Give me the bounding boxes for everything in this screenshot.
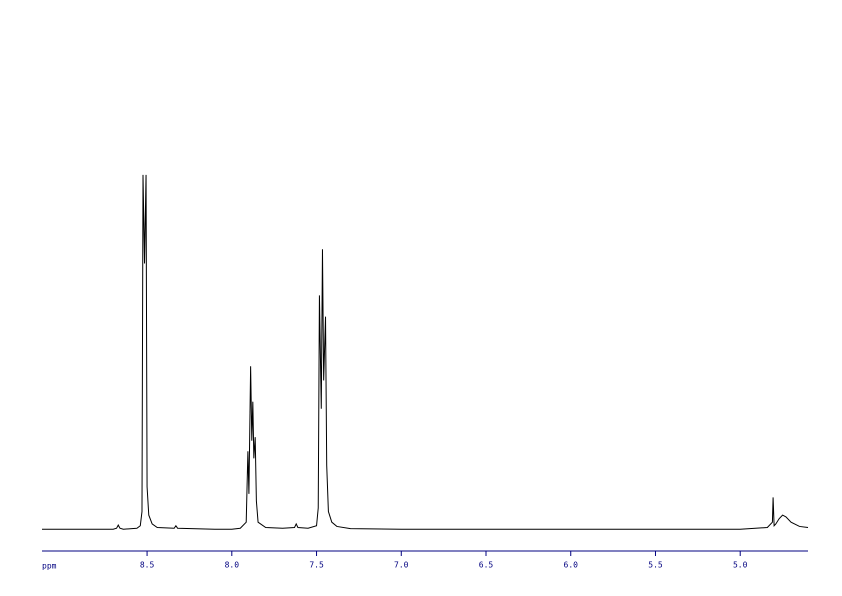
x-tick-label: 7.5 (309, 561, 324, 570)
x-tick-label: 8.5 (140, 561, 155, 570)
x-tick-label: 6.5 (479, 561, 494, 570)
x-axis-label: ppm (42, 562, 57, 571)
x-tick-label: 8.0 (225, 561, 240, 570)
spectrum-line (42, 174, 809, 530)
x-tick-label: 6.0 (564, 561, 579, 570)
x-tick-label: 5.0 (733, 561, 748, 570)
x-tick-label: 5.5 (648, 561, 663, 570)
x-tick-label: 7.0 (394, 561, 409, 570)
